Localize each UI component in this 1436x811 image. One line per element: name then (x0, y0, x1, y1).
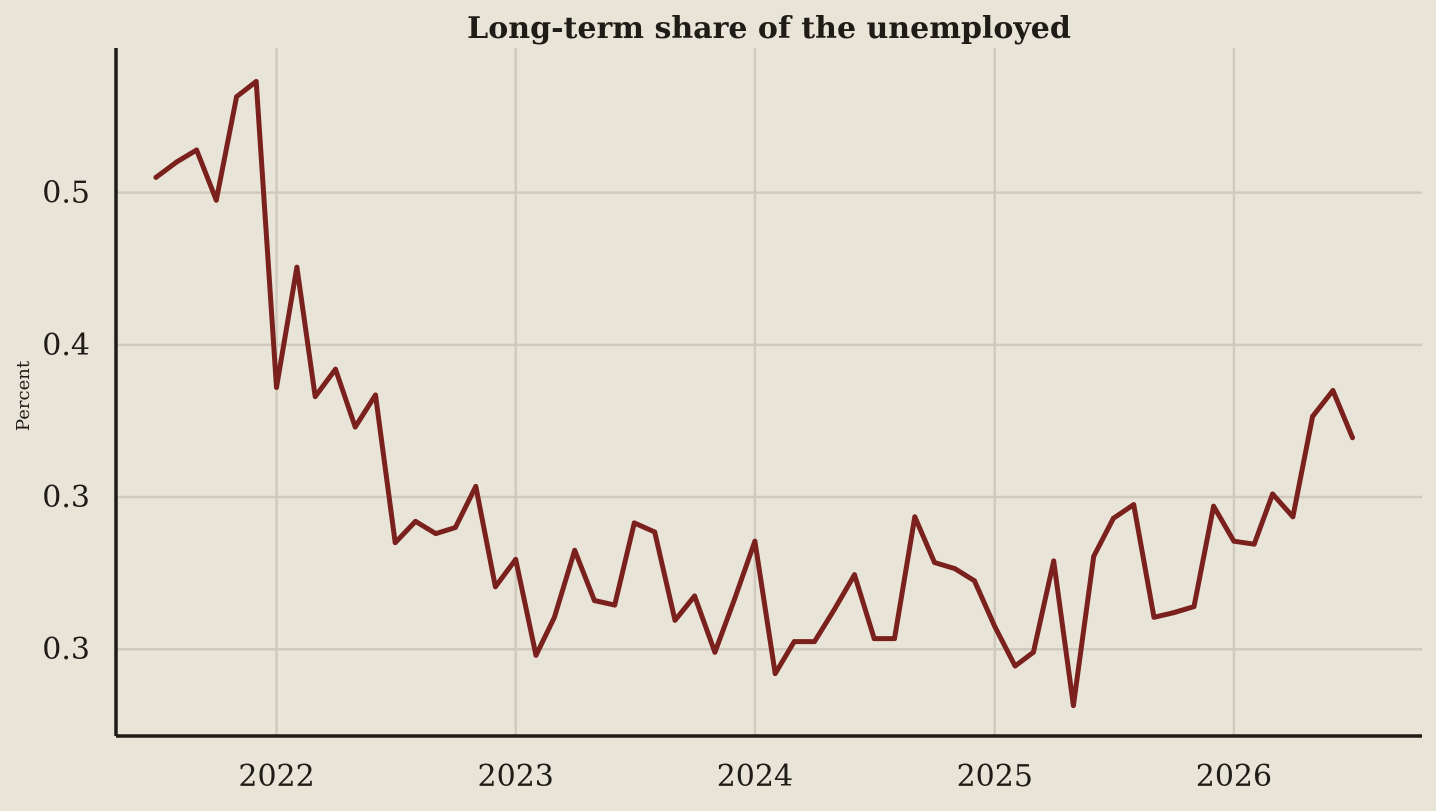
data-point (1231, 538, 1237, 544)
data-point (1191, 604, 1197, 610)
data-point (1270, 491, 1275, 497)
data-point (1012, 663, 1018, 669)
data-point (672, 617, 678, 623)
y-axis-label: Percent (13, 360, 34, 431)
data-point (493, 584, 498, 590)
data-point (712, 649, 718, 655)
data-point (194, 147, 200, 153)
data-point (612, 602, 618, 608)
data-point (1251, 541, 1257, 547)
data-point (831, 607, 837, 613)
y-tick-label: 0.4 (42, 328, 90, 363)
data-point (513, 557, 519, 562)
data-point (312, 394, 318, 399)
data-point (213, 197, 219, 203)
data-point (1350, 435, 1355, 441)
data-point (1091, 553, 1097, 559)
data-point (772, 671, 778, 676)
data-point (234, 94, 239, 100)
data-point (1290, 514, 1296, 520)
data-point (551, 614, 557, 620)
data-point (373, 392, 378, 398)
data-point (153, 174, 159, 180)
data-point (912, 514, 918, 520)
data-point (591, 598, 597, 603)
tick-labels: 2022 2023 2024 2025 2026 0.5 0.4 0.3 0.3 (42, 176, 1272, 794)
data-point (392, 540, 398, 546)
data-point (453, 525, 458, 530)
data-point (791, 639, 797, 645)
y-tick-label: 0.5 (42, 176, 90, 211)
data-point (333, 366, 338, 372)
data-point (1070, 703, 1076, 708)
data-point (533, 652, 539, 658)
axes (114, 48, 1422, 738)
data-point (752, 538, 758, 544)
data-point (473, 483, 479, 489)
data-point (1310, 413, 1315, 419)
data-point (1110, 515, 1116, 521)
data-point (892, 636, 897, 641)
data-point (294, 264, 300, 270)
data-point (1031, 649, 1036, 655)
data-point (1151, 614, 1157, 620)
data-point (732, 596, 737, 602)
data-point (413, 518, 418, 524)
x-tick-label: 2024 (717, 759, 793, 794)
y-tick-label: 0.3 (42, 480, 90, 515)
data-point (812, 639, 817, 645)
data-point (1211, 503, 1217, 509)
data-point (692, 593, 698, 599)
x-tick-label: 2023 (478, 759, 554, 794)
data-point (1051, 558, 1057, 564)
data-point (572, 547, 578, 553)
data-point (1171, 610, 1177, 616)
data-point (871, 636, 877, 641)
series (153, 79, 1355, 709)
data-point (253, 79, 259, 84)
data-point (352, 424, 358, 430)
data-point (274, 385, 279, 390)
x-tick-label: 2025 (957, 759, 1033, 794)
y-tick-label: 0.3 (42, 632, 90, 667)
data-point (652, 529, 658, 535)
data-point (433, 531, 439, 536)
x-tick-label: 2026 (1196, 759, 1272, 794)
data-point (1330, 388, 1336, 393)
data-point (932, 560, 937, 565)
data-point (992, 624, 998, 629)
data-point (952, 566, 958, 571)
data-point (972, 578, 977, 584)
data-point (1131, 502, 1137, 508)
data-point (852, 572, 857, 578)
data-point (173, 159, 179, 165)
data-point (631, 520, 637, 526)
x-tick-label: 2022 (238, 759, 314, 794)
chart-title: Long-term share of the unemployed (467, 11, 1071, 46)
